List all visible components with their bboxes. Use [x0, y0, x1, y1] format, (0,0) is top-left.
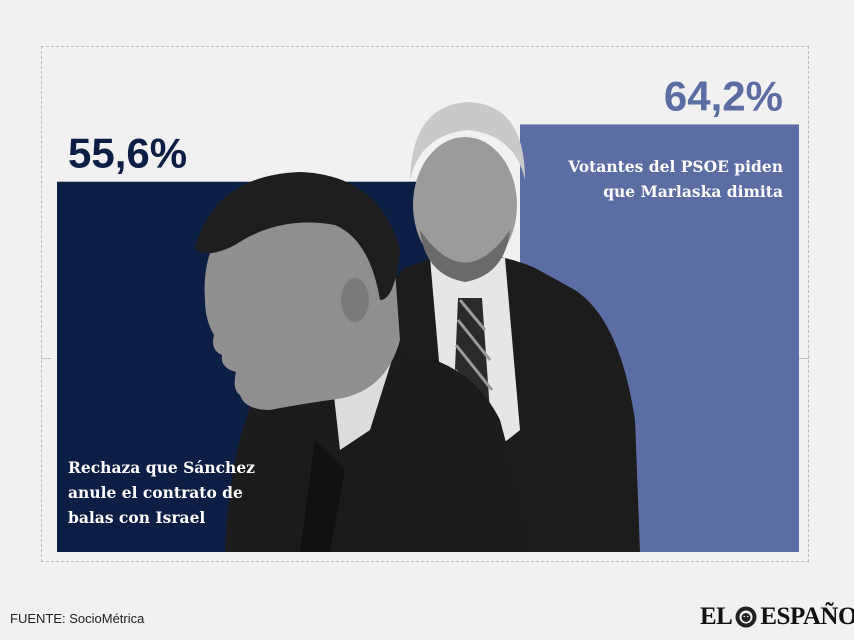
bar-2-caption-line: Votantes del PSOE piden	[567, 157, 783, 176]
bar-1-caption-line: balas con Israel	[68, 508, 205, 527]
left-person-photo	[195, 172, 535, 552]
logo-text-right: ESPAÑOL	[760, 603, 854, 630]
frame-tick-left	[41, 358, 51, 359]
bar-2-caption-line: que Marlaska dimita	[603, 182, 783, 201]
bar-2-value-label: 64,2%	[664, 72, 783, 119]
bar-1-caption-line: Rechaza que Sánchez	[68, 458, 255, 477]
el-espanol-logo: EL ESPAÑOL	[700, 603, 854, 631]
bar-chart: 55,6% Rechaza que Sánchez anule el contrat…	[57, 72, 799, 553]
logo-text-left: EL	[700, 603, 733, 630]
bar-1-caption-line: anule el contrato de	[68, 483, 243, 502]
frame-tick-right	[799, 358, 809, 359]
source-note: FUENTE: SocioMétrica	[10, 611, 145, 626]
lion-icon	[735, 606, 757, 628]
chart-frame	[41, 46, 809, 562]
bar-1-value-label: 55,6%	[68, 130, 187, 177]
